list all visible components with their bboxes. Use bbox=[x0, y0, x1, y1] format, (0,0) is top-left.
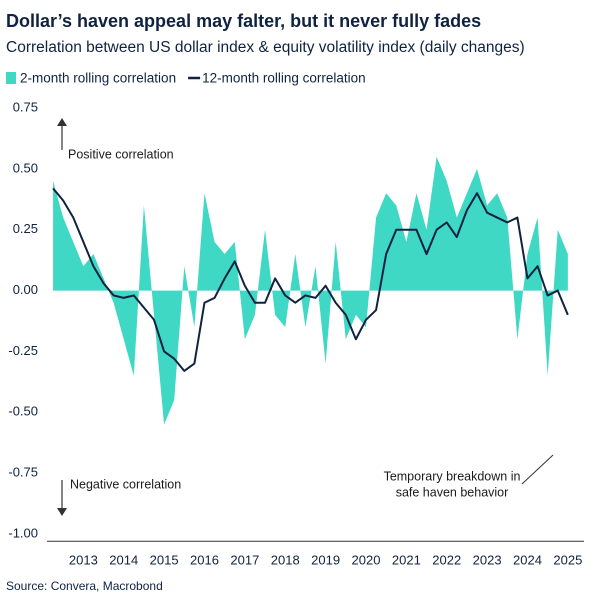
x-tick-label: 2013 bbox=[69, 553, 98, 568]
x-tick-label: 2017 bbox=[230, 553, 259, 568]
source: Source: Convera, Macrobond bbox=[6, 579, 163, 593]
legend: 2-month rolling correlation 12-month roll… bbox=[6, 71, 366, 86]
line bbox=[52, 187, 569, 372]
x-tick-label: 2022 bbox=[432, 553, 461, 568]
x-tick-label: 2014 bbox=[109, 553, 138, 568]
legend-swatch bbox=[6, 72, 16, 84]
annotation-positive: Positive correlation bbox=[57, 118, 174, 161]
chart-title: Dollar’s haven appeal may falter, but it… bbox=[6, 11, 481, 31]
y-tick-label: 0.50 bbox=[13, 160, 38, 175]
x-tick-label: 2015 bbox=[150, 553, 179, 568]
y-tick-label: 0.75 bbox=[13, 99, 38, 114]
y-tick-label: -0.25 bbox=[8, 343, 38, 358]
y-tick-label: -0.75 bbox=[8, 465, 38, 480]
chart-subtitle: Correlation between US dollar index & eq… bbox=[6, 39, 525, 56]
area bbox=[53, 156, 568, 425]
annotation: Positive correlation bbox=[68, 147, 174, 161]
annotation: Negative correlation bbox=[70, 477, 181, 491]
x-tick-label: 2016 bbox=[190, 553, 219, 568]
annotation: Temporary breakdown in bbox=[384, 469, 521, 483]
legend-label: 12-month rolling correlation bbox=[202, 71, 366, 86]
annotation: safe haven behavior bbox=[396, 485, 509, 499]
annotation-breakdown: Temporary breakdown in safe haven behavi… bbox=[384, 454, 554, 499]
y-tick-label: -0.50 bbox=[8, 404, 38, 419]
x-tick-label: 2018 bbox=[271, 553, 300, 568]
x-tick-label: 2024 bbox=[513, 553, 542, 568]
x-tick-label: 2019 bbox=[311, 553, 340, 568]
y-tick-label: -1.00 bbox=[8, 525, 38, 540]
y-tick-label: 0.25 bbox=[13, 221, 38, 236]
x-tick-label: 2023 bbox=[473, 553, 502, 568]
pointer-line bbox=[521, 454, 554, 485]
legend-label: 2-month rolling correlation bbox=[20, 71, 176, 86]
annotation-negative: Negative correlation bbox=[57, 477, 181, 516]
arrow-head bbox=[57, 118, 67, 126]
x-tick-label: 2020 bbox=[352, 553, 381, 568]
x-tick-label: 2025 bbox=[553, 553, 582, 568]
x-tick-label: 2021 bbox=[392, 553, 421, 568]
arrow-head bbox=[57, 508, 67, 516]
plot-area bbox=[52, 156, 569, 425]
y-tick-label: 0.00 bbox=[13, 282, 38, 297]
